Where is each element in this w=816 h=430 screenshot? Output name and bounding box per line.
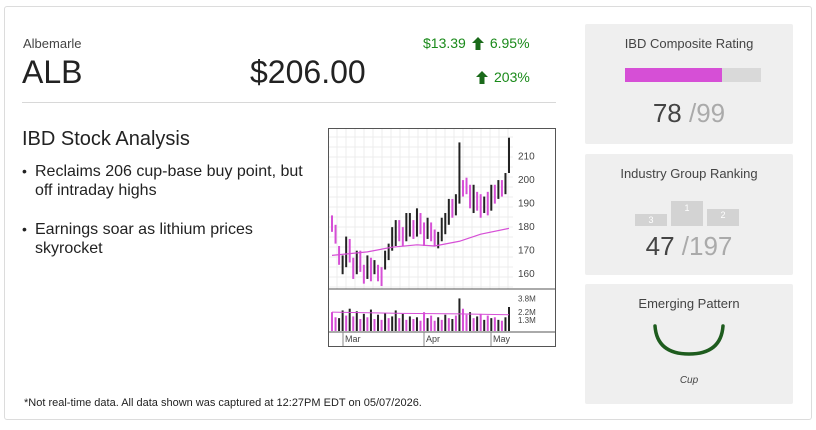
emerging-pattern-title: Emerging Pattern	[638, 296, 740, 311]
x-tick-label: May	[493, 334, 511, 344]
composite-rating-title: IBD Composite Rating	[624, 36, 754, 51]
disclaimer: *Not real-time data. All data shown was …	[24, 397, 422, 409]
industry-group-max: /197	[681, 231, 733, 261]
x-tick-label: Apr	[426, 334, 440, 344]
composite-rating-score: 78 /99	[585, 98, 793, 129]
ticker-symbol[interactable]: ALB	[22, 54, 83, 90]
podium-first: 1	[671, 201, 703, 226]
composite-rating-fill	[625, 68, 722, 82]
cup-pattern-icon	[653, 324, 725, 356]
volume-average-line	[331, 311, 510, 316]
composite-rating-value: 78	[652, 98, 682, 128]
industry-group-panel[interactable]: Industry Group Ranking 3 1 2 47 /197	[585, 154, 793, 275]
price-tick-label: 170	[518, 246, 535, 257]
stock-price: $206.00	[250, 54, 366, 90]
analysis-bullets: Reclaims 206 cup-base buy point, but off…	[22, 162, 322, 278]
podium-second: 2	[707, 209, 739, 226]
stock-chart[interactable]: 210 200 190 180 170 160 3.8M 2.2M 1.3M Mar Apr Ma…	[328, 128, 556, 347]
price-change: $13.39 6.95%	[423, 35, 530, 51]
analysis-bullet: Earnings soar as lithium prices skyrocke…	[22, 220, 322, 258]
volume-tick-label: 3.8M	[518, 294, 536, 303]
industry-group-title: Industry Group Ranking	[620, 166, 758, 181]
industry-group-value: 47	[645, 231, 675, 261]
moving-average-line	[331, 227, 510, 256]
company-name: Albemarle	[23, 36, 82, 51]
industry-group-score: 47 /197	[585, 231, 793, 262]
divider	[22, 102, 556, 103]
up-arrow-icon	[476, 70, 488, 84]
up-arrow-icon	[471, 36, 484, 50]
composite-rating-max: /99	[689, 98, 726, 128]
ytd-change: 203%	[476, 69, 530, 85]
price-tick-label: 160	[518, 269, 535, 280]
podium-icon: 3 1 2	[635, 199, 743, 226]
composite-rating-panel[interactable]: IBD Composite Rating 78 /99	[585, 24, 793, 144]
ytd-change-percent: 203%	[494, 69, 530, 85]
analysis-title: IBD Stock Analysis	[22, 128, 190, 150]
x-tick-label: Mar	[345, 334, 361, 344]
stock-chart-svg: 210 200 190 180 170 160 3.8M 2.2M1.3M Mar Apr Ma…	[329, 129, 555, 346]
price-tick-label: 190	[518, 199, 535, 210]
price-tick-label: 200	[518, 175, 535, 186]
pattern-name: Cup	[679, 375, 699, 386]
emerging-pattern-panel[interactable]: Emerging Pattern Cup	[585, 284, 793, 404]
price-change-value: $13.39	[423, 35, 466, 51]
volume-tick-label: 1.3M	[518, 316, 536, 325]
price-tick-label: 180	[518, 222, 535, 233]
volume-tick-label: 2.2M	[518, 308, 536, 317]
price-change-percent: 6.95%	[489, 35, 530, 51]
analysis-bullet: Reclaims 206 cup-base buy point, but off…	[22, 162, 322, 200]
composite-rating-bar	[625, 68, 761, 82]
price-tick-label: 210	[518, 152, 535, 163]
podium-third: 3	[635, 214, 667, 226]
